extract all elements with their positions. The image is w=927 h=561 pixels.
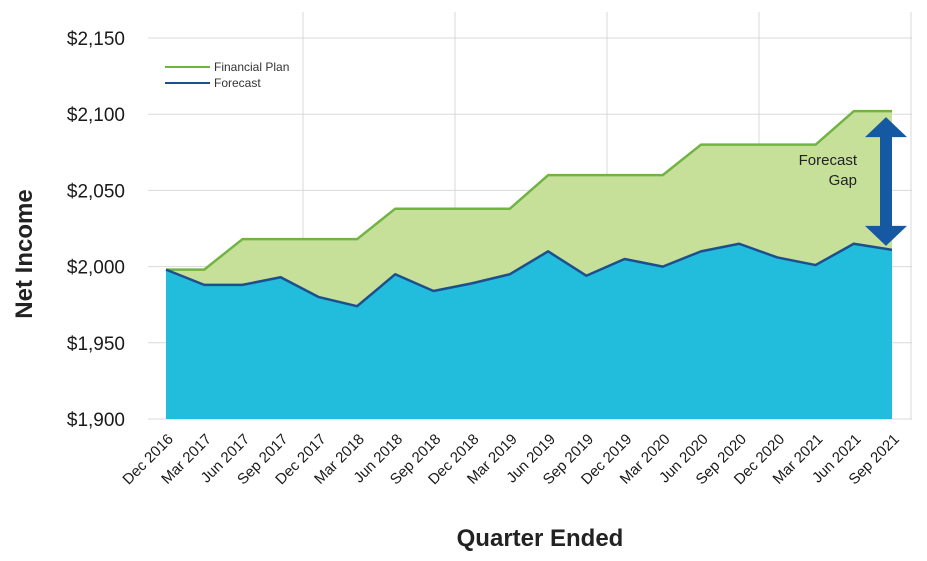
areas [166, 111, 892, 420]
line-financial-plan [166, 109, 892, 271]
legend-label-financial-plan: Financial Plan [214, 60, 289, 74]
y-tick-label: $2,150 [67, 29, 125, 50]
annotation-line-2: Gap [829, 172, 857, 189]
area-forecast [166, 243, 892, 419]
line-forecast [165, 242, 893, 308]
forecast-gap-annotation: Forecast Gap [799, 117, 907, 246]
y-tick-label: $2,050 [67, 181, 125, 202]
gap-arrow-head-down [865, 225, 907, 246]
gap-arrow-shaft [880, 135, 892, 228]
y-tick-label: $1,900 [67, 410, 125, 431]
gap-arrow-head-up [865, 117, 907, 138]
y-axis: $1,900 $1,950 $2,000 $2,050 $2,100 $2,150 [67, 29, 125, 431]
y-tick-label: $2,000 [67, 258, 125, 279]
annotation-line-1: Forecast [799, 152, 858, 169]
y-axis-title: Net Income [11, 189, 38, 318]
x-axis-title: Quarter Ended [457, 525, 624, 552]
legend-label-forecast: Forecast [214, 76, 261, 90]
y-tick-label: $2,100 [67, 105, 125, 126]
legend: Financial Plan Forecast [165, 60, 289, 90]
y-tick-label: $1,950 [67, 334, 125, 355]
series-lines [165, 109, 893, 308]
